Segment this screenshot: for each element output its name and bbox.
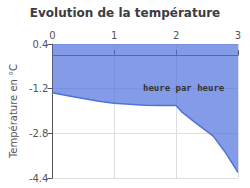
svg-text:-1.2: -1.2 xyxy=(29,83,49,94)
svg-text:2: 2 xyxy=(173,30,179,41)
svg-text:heure par heure: heure par heure xyxy=(143,83,225,93)
svg-text:0.4: 0.4 xyxy=(33,39,49,50)
svg-text:3: 3 xyxy=(235,30,241,41)
svg-text:Température en °C: Température en °C xyxy=(8,64,19,159)
svg-text:Evolution de la température: Evolution de la température xyxy=(30,6,221,20)
svg-text:1: 1 xyxy=(111,30,117,41)
svg-text:-2.8: -2.8 xyxy=(29,128,49,139)
svg-text:0: 0 xyxy=(49,30,55,41)
svg-text:-4.4: -4.4 xyxy=(29,173,49,184)
